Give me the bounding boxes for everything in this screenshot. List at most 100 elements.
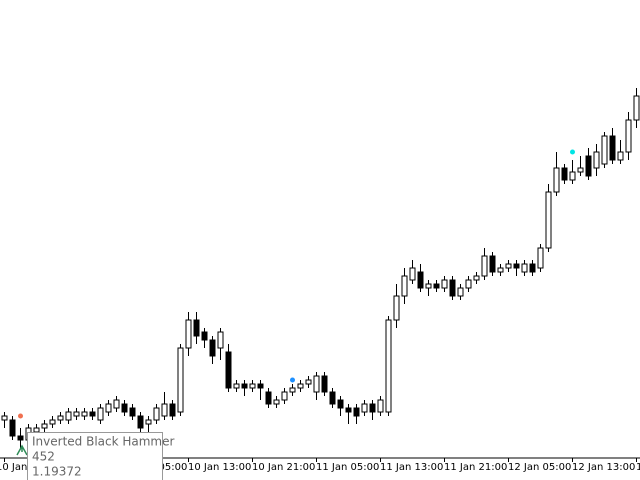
x-tick-label: 1 (636, 462, 640, 473)
candle-body (633, 95, 640, 121)
candle-body (89, 411, 96, 417)
candle-body (129, 407, 136, 417)
tooltip-box (27, 432, 163, 480)
tooltip-line: 452 (32, 450, 55, 464)
candle-body (345, 407, 352, 413)
candle-body (145, 419, 152, 425)
candle-body (17, 435, 24, 441)
candle-body (177, 347, 184, 413)
candle-body (329, 391, 336, 405)
candle-body (225, 351, 232, 389)
candle-body (593, 151, 600, 169)
signal-dot (18, 413, 23, 419)
candle-body (513, 263, 520, 269)
candle-body (113, 399, 120, 409)
candle-body (233, 383, 240, 389)
candle-body (537, 247, 544, 269)
candle-body (577, 167, 584, 173)
candle-body (57, 415, 64, 421)
candle-body (409, 267, 416, 281)
candle-body (297, 383, 304, 389)
candle-body (121, 403, 128, 413)
signal-dot (290, 377, 295, 383)
candle-body (241, 383, 248, 389)
candle-body (497, 267, 504, 273)
candle-body (9, 419, 16, 437)
candle-body (65, 411, 72, 421)
candle-body (185, 319, 192, 349)
candle-body (353, 407, 360, 417)
candle-body (289, 387, 296, 393)
candle-body (257, 383, 264, 389)
plot-area (1, 88, 640, 448)
candle-body (105, 403, 112, 413)
candle-body (433, 283, 440, 289)
candle-body (1, 415, 8, 421)
x-tick-label: 11 Jan 05:00 (316, 462, 379, 473)
pattern-arrow (16, 444, 28, 456)
candle-body (361, 403, 368, 413)
candle-body (441, 279, 448, 289)
candle-body (41, 423, 48, 429)
candle-body (281, 391, 288, 401)
candle-body (489, 255, 496, 273)
candle-body (193, 319, 200, 337)
x-tick-label: 10 Jan 13:00 (188, 462, 251, 473)
candle-body (449, 279, 456, 297)
candle-body (385, 319, 392, 413)
candle-body (609, 135, 616, 161)
candle-body (553, 167, 560, 193)
candle-body (505, 263, 512, 269)
candle-body (201, 331, 208, 341)
x-tick-label: 10 Jan 21:00 (252, 462, 315, 473)
candle-body (545, 191, 552, 249)
candle-body (97, 407, 104, 421)
x-tick-label: 12 Jan 13:00 (572, 462, 635, 473)
candle-body (169, 403, 176, 417)
candle-body (73, 411, 80, 417)
tooltip-line: 1.19372 (32, 465, 82, 479)
candle-body (209, 339, 216, 357)
x-tick-label: 10 Jan 1 (0, 462, 37, 473)
candle-body (161, 403, 168, 417)
candle-body (337, 399, 344, 409)
candle-body (137, 415, 144, 429)
candle-body (425, 283, 432, 289)
candle-body (561, 167, 568, 181)
candle-body (305, 379, 312, 385)
candle-body (401, 275, 408, 297)
candle-body (393, 295, 400, 321)
candle-body (473, 275, 480, 281)
candle-body (529, 263, 536, 273)
candle-body (273, 399, 280, 405)
signal-dot (570, 149, 575, 155)
x-tick-label: 11 Jan 13:00 (380, 462, 443, 473)
candle-body (481, 255, 488, 277)
candle-body (457, 287, 464, 297)
tooltip: Inverted Black Hammer 452 1.19372 (27, 432, 175, 480)
candle-body (217, 331, 224, 349)
candle-body (585, 155, 592, 177)
x-tick-label: 12 Jan 05:00 (508, 462, 571, 473)
candle-body (417, 271, 424, 289)
candle-body (321, 375, 328, 393)
candle-body (601, 135, 608, 165)
candle-body (521, 263, 528, 273)
candle-body (377, 399, 384, 413)
candle-body (49, 419, 56, 425)
candle-body (249, 383, 256, 389)
tooltip-title: Inverted Black Hammer (32, 435, 175, 449)
candle-body (569, 171, 576, 181)
candle-body (33, 427, 40, 433)
candle-body (153, 407, 160, 421)
candle-body (313, 375, 320, 393)
candle-body (617, 151, 624, 161)
candle-body (81, 411, 88, 417)
candle-body (369, 403, 376, 413)
candle-body (625, 119, 632, 153)
candle-body (265, 391, 272, 405)
x-tick-label: 11 Jan 21:00 (444, 462, 507, 473)
candle-body (465, 279, 472, 289)
